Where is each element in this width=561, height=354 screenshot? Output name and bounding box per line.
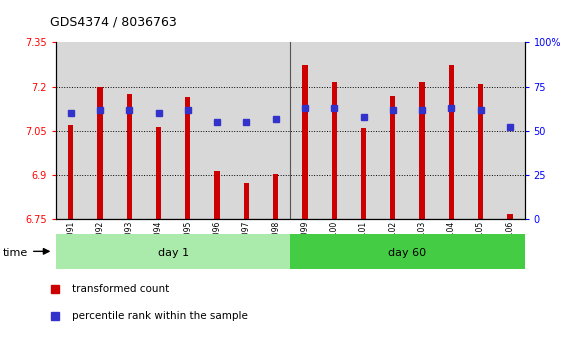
Bar <box>232 42 261 219</box>
Bar <box>320 42 349 219</box>
Bar <box>302 65 307 219</box>
Bar <box>85 42 114 219</box>
Bar <box>68 125 73 219</box>
Text: GDS4374 / 8036763: GDS4374 / 8036763 <box>50 15 177 28</box>
Bar <box>478 84 483 219</box>
Bar <box>273 174 278 219</box>
Bar <box>185 97 191 219</box>
Bar <box>291 234 539 269</box>
Text: percentile rank within the sample: percentile rank within the sample <box>72 311 247 321</box>
Bar <box>203 42 232 219</box>
Bar <box>244 183 249 219</box>
Bar <box>290 42 320 219</box>
Bar <box>98 87 103 219</box>
Bar <box>114 42 144 219</box>
Bar <box>332 82 337 219</box>
Text: time: time <box>3 248 28 258</box>
Bar <box>390 96 396 219</box>
Bar <box>56 42 85 219</box>
Bar <box>127 94 132 219</box>
Bar <box>420 82 425 219</box>
Bar <box>407 42 436 219</box>
Bar <box>466 42 495 219</box>
Text: transformed count: transformed count <box>72 284 169 295</box>
Bar <box>378 42 407 219</box>
Bar <box>361 128 366 219</box>
Bar <box>156 127 161 219</box>
Bar <box>56 234 291 269</box>
Bar <box>349 42 378 219</box>
Bar <box>214 171 220 219</box>
Bar <box>436 42 466 219</box>
Bar <box>449 65 454 219</box>
Bar <box>507 213 513 219</box>
Bar <box>495 42 525 219</box>
Bar <box>261 42 290 219</box>
Text: day 60: day 60 <box>388 248 426 258</box>
Bar <box>144 42 173 219</box>
Text: day 1: day 1 <box>158 248 188 258</box>
Bar <box>173 42 203 219</box>
